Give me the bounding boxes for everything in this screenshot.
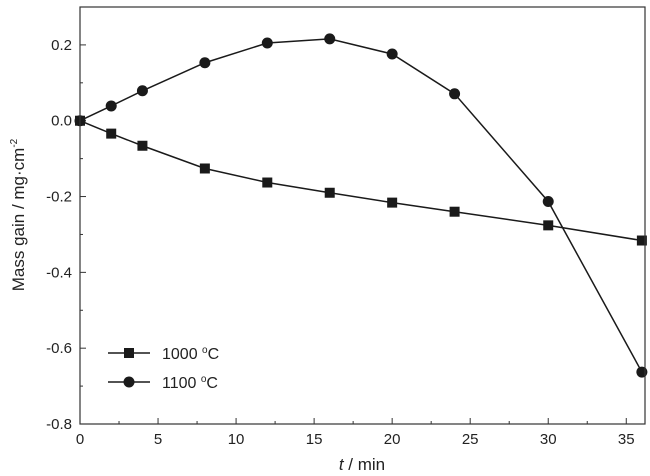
y-tick-label: -0.4 xyxy=(46,264,72,281)
x-tick-label: 0 xyxy=(76,431,84,448)
data-point-square xyxy=(324,187,335,198)
legend-label-1000: 1000 oC xyxy=(162,345,219,363)
y-tick-label: -0.2 xyxy=(46,189,72,206)
data-point-square xyxy=(543,220,554,231)
data-point-circle xyxy=(636,366,648,378)
data-point-square xyxy=(387,197,398,208)
x-axis-label: t / min xyxy=(339,455,385,474)
x-tick-label: 30 xyxy=(540,431,557,448)
plot-frame xyxy=(79,6,646,425)
data-point-circle xyxy=(136,85,148,97)
ticks: 0 5 10 15 20 25 30 35 0.2 0.0 -0.2 -0.4 -0.6 -0.8 xyxy=(46,6,635,448)
data-point-circle xyxy=(386,48,398,60)
x-tick-label: 15 xyxy=(306,431,323,448)
y-tick-label: -0.8 xyxy=(46,416,72,433)
data-point-square xyxy=(199,163,210,174)
x-tick-label: 5 xyxy=(154,431,162,448)
series-line-0 xyxy=(79,120,642,242)
data-point-square xyxy=(262,177,273,188)
y-tick-label: 0.2 xyxy=(51,37,72,54)
y-axis-label: Mass gain / mg·cm-2 xyxy=(9,138,28,291)
series-line-1 xyxy=(79,38,643,373)
x-tick-label: 35 xyxy=(618,431,635,448)
data-point-square xyxy=(636,235,647,246)
y-tick-label: -0.6 xyxy=(46,340,72,357)
legend-label-1100: 1100 oC xyxy=(162,374,218,392)
data-point-square xyxy=(106,128,117,139)
data-point-circle xyxy=(199,57,211,69)
x-tick-label: 10 xyxy=(228,431,245,448)
data-point-circle xyxy=(449,88,461,100)
data-point-circle xyxy=(261,37,273,49)
series-lines xyxy=(74,33,648,378)
x-tick-label: 25 xyxy=(462,431,479,448)
legend: 1000 oC 1100 oC xyxy=(108,345,219,392)
data-point-square xyxy=(449,206,460,217)
data-point-square xyxy=(137,140,148,151)
x-tick-label: 20 xyxy=(384,431,401,448)
data-point-circle xyxy=(542,195,554,207)
legend-marker-square xyxy=(124,348,134,358)
y-tick-label: 0.0 xyxy=(51,113,72,130)
data-point-circle xyxy=(105,100,117,112)
legend-marker-circle xyxy=(123,376,135,388)
data-point-circle xyxy=(324,33,336,45)
